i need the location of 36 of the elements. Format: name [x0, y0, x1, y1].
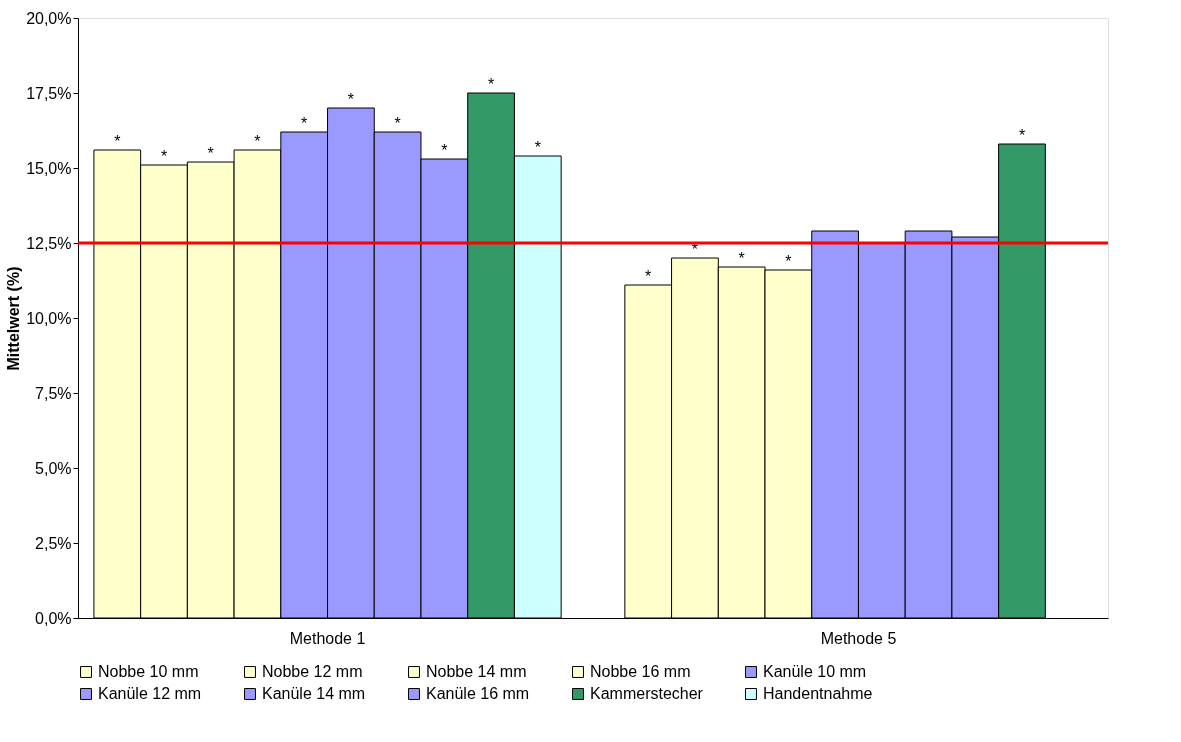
- data-label: *: [487, 76, 495, 93]
- legend-label: Nobbe 12 mm: [262, 663, 363, 680]
- data-label: *: [394, 115, 401, 132]
- data-label: *: [785, 253, 792, 270]
- y-axis-title: Mittelwert (%): [5, 266, 23, 371]
- data-label: *: [441, 142, 448, 159]
- y-tick-label: 10,0%: [26, 309, 72, 327]
- legend-label: Nobbe 10 mm: [98, 663, 199, 680]
- y-tick-label: 7,5%: [35, 384, 72, 402]
- legend-label: Nobbe 16 mm: [590, 663, 691, 680]
- data-label: *: [534, 139, 541, 156]
- y-tick-label: 15,0%: [26, 159, 72, 177]
- legend-label: Kammerstecher: [590, 685, 704, 702]
- data-label: *: [114, 133, 121, 150]
- data-label: *: [254, 133, 261, 150]
- data-label: *: [738, 250, 745, 267]
- data-label: *: [347, 91, 355, 108]
- legend-label: Kanüle 14 mm: [262, 685, 366, 702]
- legend-label: Kanüle 16 mm: [426, 685, 530, 702]
- y-tick-label: 5,0%: [35, 459, 72, 477]
- data-label: *: [301, 115, 308, 132]
- data-label: *: [645, 268, 652, 285]
- legend-label: Kanüle 12 mm: [98, 685, 202, 702]
- data-label: *: [160, 148, 168, 165]
- y-tick-label: 17,5%: [26, 84, 72, 102]
- y-tick-label: 2,5%: [35, 534, 72, 552]
- y-tick-label: 0,0%: [35, 609, 72, 627]
- legend-label: Handentnahme: [763, 685, 873, 702]
- data-label: *: [207, 145, 214, 162]
- y-tick-label: 20,0%: [26, 9, 72, 27]
- legend-label: Nobbe 14 mm: [426, 663, 527, 680]
- data-label: *: [1018, 127, 1026, 144]
- x-tick-label: Methode 5: [820, 629, 897, 647]
- x-tick-label: Methode 1: [289, 629, 366, 647]
- legend-label: Kanüle 10 mm: [763, 663, 867, 680]
- y-tick-label: 12,5%: [26, 234, 72, 252]
